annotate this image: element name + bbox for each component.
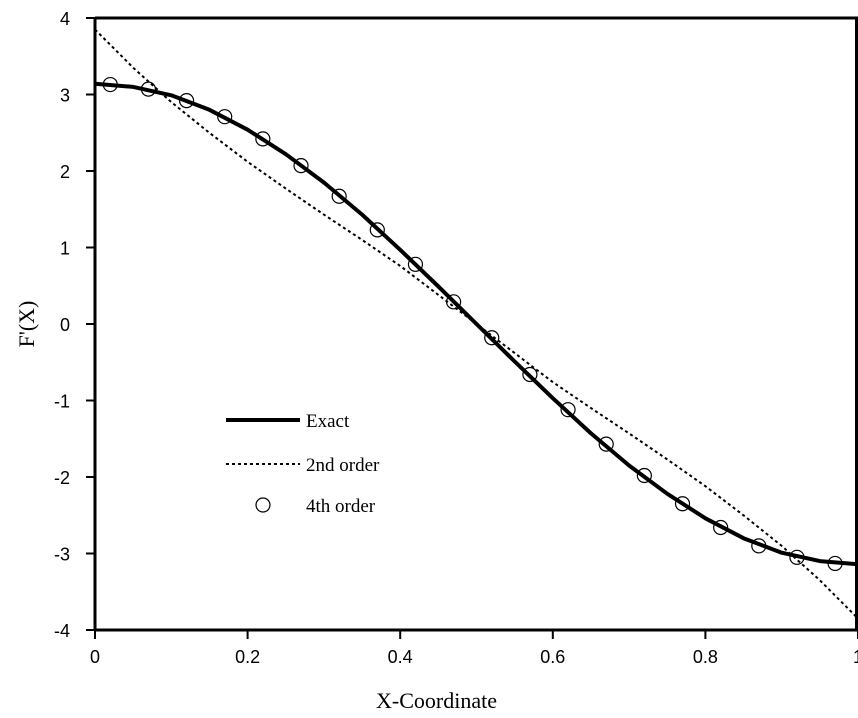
- x-tick-label: 1: [853, 647, 858, 667]
- marker-4th-order: [217, 109, 233, 125]
- y-tick-label: 2: [60, 162, 70, 182]
- marker-4th-order: [484, 330, 500, 346]
- marker-4th-order: [407, 256, 424, 272]
- legend-label-2nd-order: 2nd order: [306, 455, 380, 476]
- legend: Exact 2nd order 4th order: [226, 411, 380, 517]
- marker-4th-order: [560, 402, 576, 418]
- x-axis-title: X-Coordinate: [376, 688, 497, 713]
- series-layer: [94, 28, 858, 620]
- marker-4th-order: [674, 496, 691, 512]
- x-tick-label: 0.6: [540, 647, 565, 667]
- marker-4th-order: [140, 81, 157, 97]
- y-tick-label: 3: [60, 86, 70, 106]
- legend-label-exact: Exact: [306, 411, 350, 432]
- x-tick-label: 0.2: [235, 647, 260, 667]
- y-ticks: -4 -3 -2 -1 0 1 2 3 4: [54, 9, 95, 641]
- marker-4th-order: [178, 93, 195, 109]
- x-tick-label: 0.8: [693, 647, 718, 667]
- marker-4th-order: [522, 366, 538, 383]
- y-tick-label: -2: [54, 468, 70, 488]
- y-tick-label: -1: [54, 392, 70, 412]
- marker-4th-order: [293, 158, 309, 174]
- y-tick-label: -4: [54, 621, 70, 641]
- marker-4th-order: [331, 188, 347, 204]
- y-tick-label: 1: [60, 239, 70, 259]
- x-tick-label: 0: [90, 647, 100, 667]
- series-line-2nd-order: [94, 28, 858, 620]
- marker-4th-order: [102, 76, 118, 93]
- marker-4th-order: [598, 436, 614, 452]
- legend-label-4th-order: 4th order: [306, 496, 376, 517]
- marker-4th-order: [751, 538, 767, 554]
- marker-4th-order: [713, 519, 729, 536]
- y-axis-title: F'(X): [14, 301, 39, 348]
- legend-swatch-4th-order: [255, 497, 271, 513]
- x-ticks: 0 0.2 0.4 0.6 0.8 1: [90, 630, 858, 667]
- y-tick-label: -3: [54, 545, 70, 565]
- x-tick-label: 0.4: [388, 647, 413, 667]
- marker-4th-order: [255, 131, 271, 147]
- y-tick-label: 0: [60, 315, 70, 335]
- marker-4th-order: [446, 294, 462, 310]
- marker-4th-order: [789, 549, 805, 565]
- marker-4th-order: [369, 222, 385, 238]
- marker-4th-order: [636, 467, 652, 484]
- y-tick-label: 4: [60, 9, 70, 29]
- marker-4th-order: [827, 555, 843, 572]
